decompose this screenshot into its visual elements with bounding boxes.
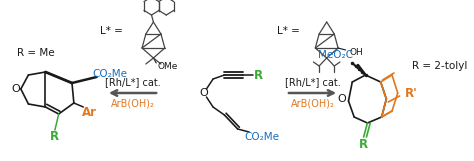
- Text: R: R: [254, 68, 263, 81]
- Text: R = 2-tolyl: R = 2-tolyl: [412, 61, 467, 71]
- Text: Ar: Ar: [82, 105, 97, 118]
- Text: R': R': [405, 86, 417, 99]
- Text: CO₂Me: CO₂Me: [92, 69, 128, 79]
- Text: R: R: [359, 138, 368, 152]
- Text: [Rh/L*] cat.: [Rh/L*] cat.: [105, 77, 160, 87]
- Text: OH: OH: [349, 47, 363, 57]
- Text: L* =: L* =: [100, 26, 123, 36]
- Text: O: O: [12, 84, 20, 94]
- Text: R = Me: R = Me: [17, 48, 55, 58]
- Text: R: R: [50, 131, 59, 143]
- Text: [Rh/L*] cat.: [Rh/L*] cat.: [284, 77, 340, 87]
- Text: O: O: [337, 94, 346, 104]
- Text: ArB(OH)₂: ArB(OH)₂: [110, 99, 155, 109]
- Text: O: O: [199, 88, 208, 98]
- Text: L* =: L* =: [277, 26, 300, 36]
- Text: MeO₂C: MeO₂C: [318, 50, 353, 60]
- Text: OMe: OMe: [157, 62, 178, 71]
- Text: CO₂Me: CO₂Me: [245, 132, 280, 142]
- Text: ArB(OH)₂: ArB(OH)₂: [291, 99, 335, 109]
